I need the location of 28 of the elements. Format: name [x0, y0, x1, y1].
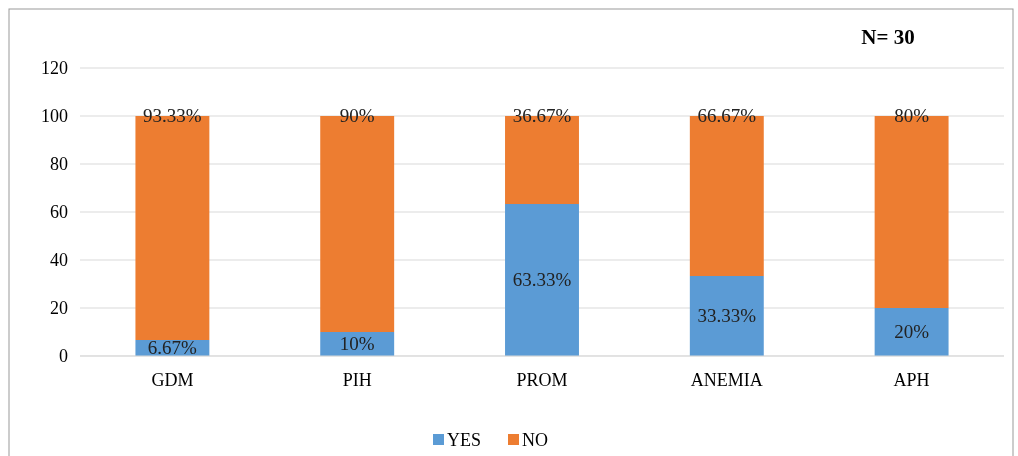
legend-label: NO	[522, 430, 548, 450]
y-tick-label: 40	[50, 250, 68, 270]
x-tick-label: APH	[893, 370, 930, 390]
data-label: 93.33%	[143, 105, 202, 126]
y-tick-label: 0	[59, 346, 68, 366]
data-label: 33.33%	[697, 305, 757, 326]
x-tick-label: PROM	[516, 370, 568, 390]
y-tick-label: 100	[41, 106, 68, 126]
bar	[874, 308, 949, 356]
data-label: 10%	[339, 333, 375, 354]
x-tick-label: PIH	[342, 370, 372, 390]
y-tick-label: 120	[41, 58, 68, 78]
bar	[505, 204, 579, 356]
x-tick-label: ANEMIA	[690, 370, 763, 390]
text: N= 30	[861, 25, 915, 49]
y-tick-label: 60	[50, 202, 68, 222]
data-label: 6.67%	[147, 337, 198, 358]
data-label: 66.67%	[697, 105, 757, 126]
x-tick-label: GDM	[151, 370, 194, 390]
data-label: 36.67%	[512, 105, 572, 126]
data-label: 90%	[339, 105, 375, 126]
data-label: 80%	[894, 105, 930, 126]
data-label: 63.33%	[512, 269, 572, 290]
data-label: 20%	[894, 321, 930, 342]
y-tick-label: 20	[50, 298, 68, 318]
y-tick-label: 80	[50, 154, 68, 174]
bar	[689, 276, 764, 356]
legend-label: YES	[447, 430, 482, 450]
